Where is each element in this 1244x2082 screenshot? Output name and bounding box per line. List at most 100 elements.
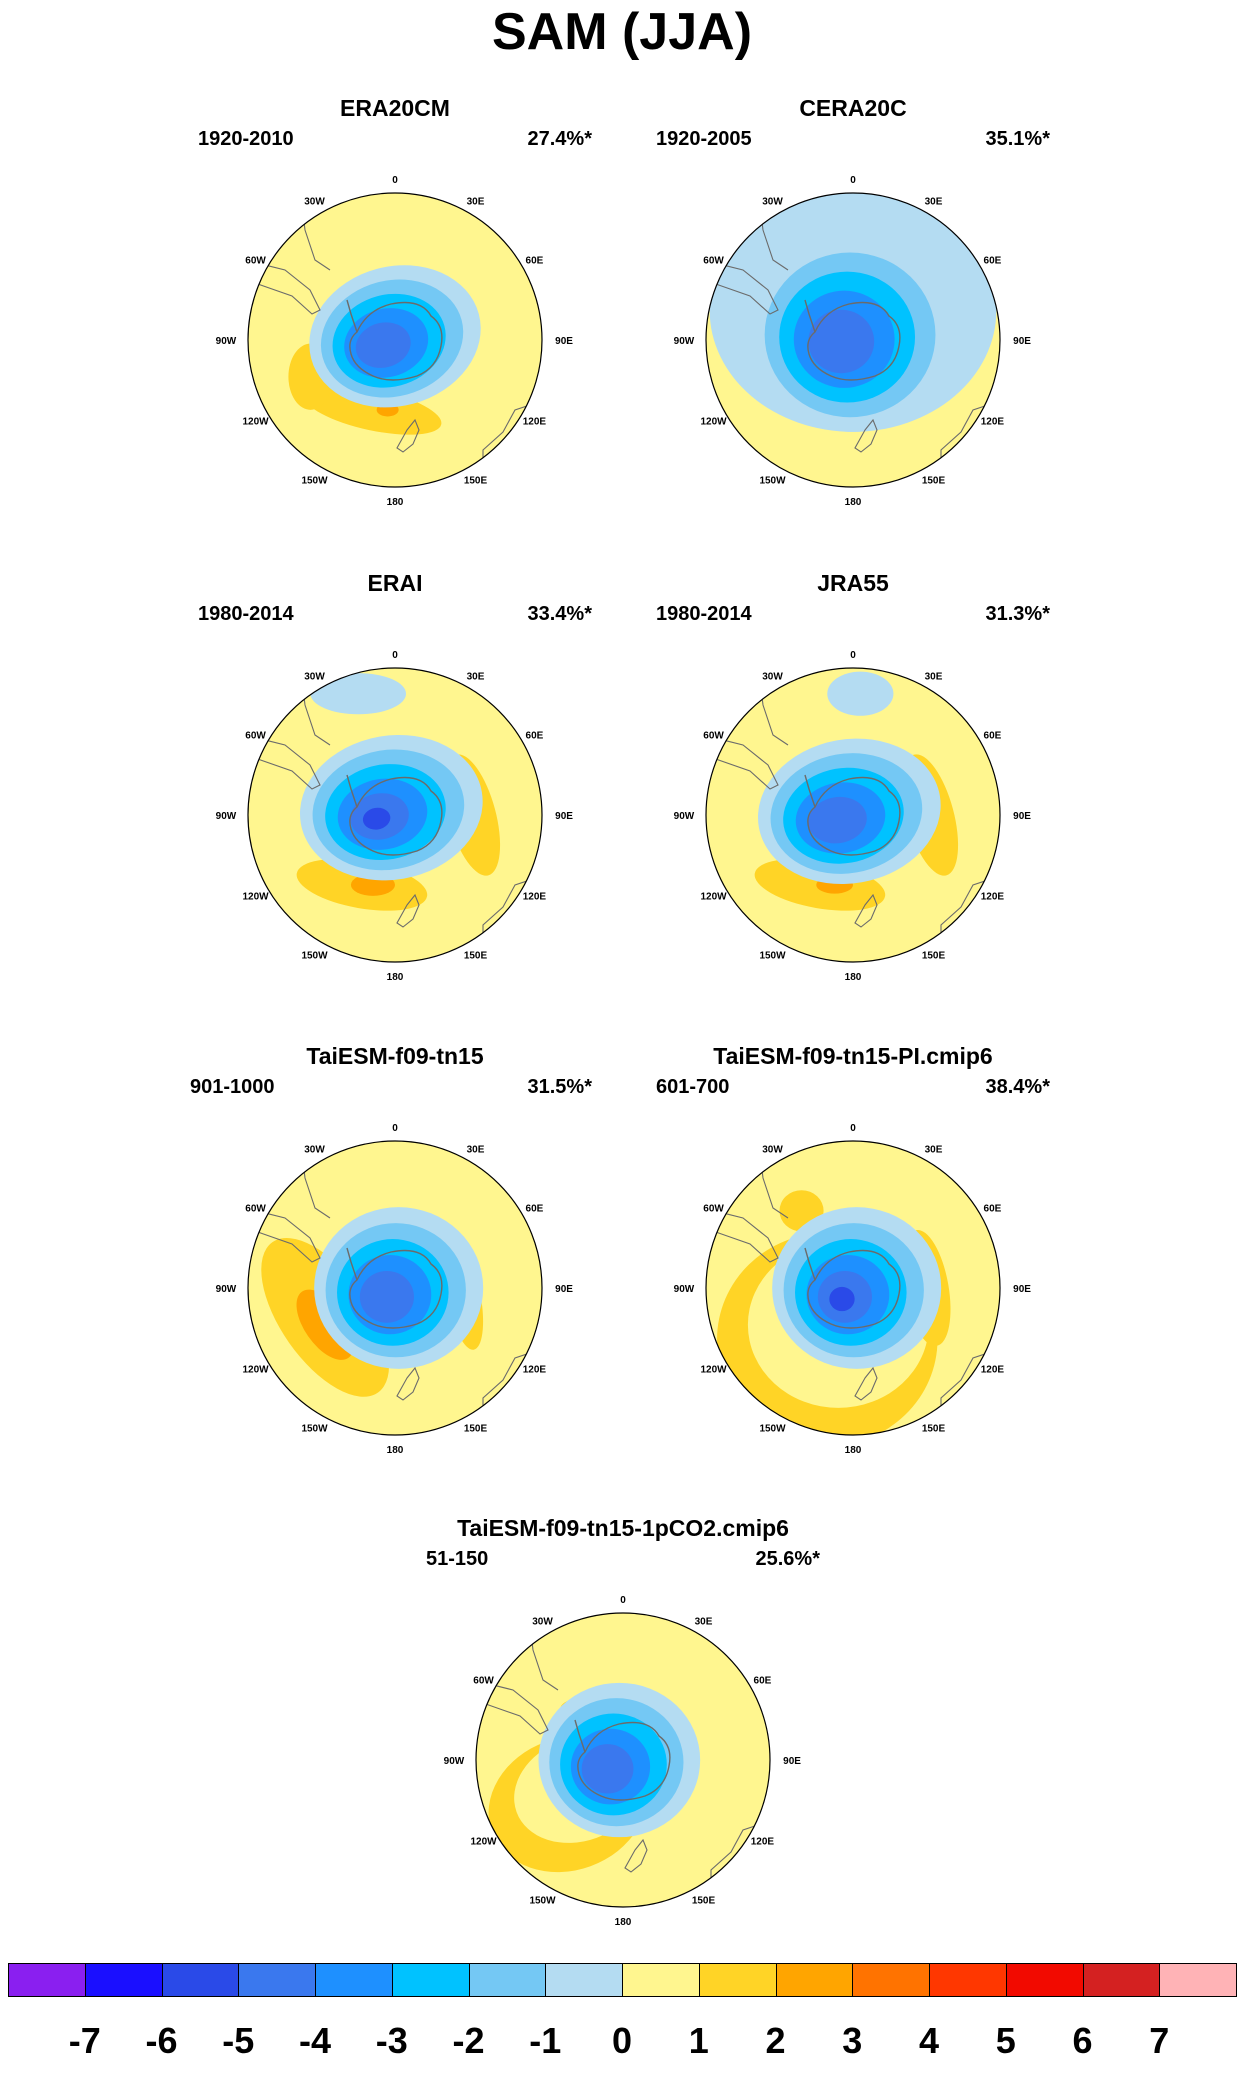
- longitude-label: 90W: [216, 336, 237, 347]
- colorbar-swatch: [775, 1963, 854, 1997]
- panel-title: CERA20C: [799, 95, 907, 121]
- colorbar-swatch: [929, 1963, 1007, 1997]
- longitude-label: 30W: [762, 1145, 783, 1156]
- panel-taiesm: 0 30E 60E 90E 120E 150E 180 150W 120W 90W 60W 30W T…: [160, 1043, 630, 1513]
- colorbar-swatch: [8, 1963, 86, 1997]
- new-zealand-coastline: [396, 418, 420, 453]
- antarctic-peninsula: [804, 1247, 816, 1281]
- antarctic-peninsula: [346, 774, 358, 808]
- longitude-label: 30E: [695, 1617, 713, 1628]
- longitude-label: 150E: [922, 950, 946, 961]
- longitude-label: 120E: [981, 1365, 1005, 1376]
- africa-coastline: [484, 668, 523, 678]
- africa-coastline: [942, 193, 981, 203]
- longitude-label: 60W: [703, 1204, 724, 1215]
- longitude-label: 0: [392, 650, 398, 661]
- longitude-label: 90W: [444, 1756, 465, 1767]
- longitude-label: 90E: [1013, 811, 1031, 822]
- longitude-label: 90E: [555, 1284, 573, 1295]
- colorbar-tick-label: -5: [222, 2020, 255, 2061]
- colorbar-tick-label: -3: [375, 2020, 408, 2061]
- longitude-label: 60E: [984, 1204, 1002, 1215]
- longitude-label: 120E: [523, 1365, 547, 1376]
- negative-anomaly-contour: [581, 1744, 634, 1794]
- longitude-label: 150W: [759, 1423, 786, 1434]
- longitude-label: 30W: [304, 1145, 325, 1156]
- longitude-label: 90E: [1013, 1284, 1031, 1295]
- longitude-label: 120W: [243, 417, 270, 428]
- longitude-label: 180: [387, 1445, 404, 1456]
- antarctic-peninsula: [346, 1247, 358, 1281]
- colorbar-swatch: [1082, 1963, 1161, 1997]
- longitude-label: 150W: [301, 1423, 328, 1434]
- colorbar-swatch: [84, 1963, 163, 1997]
- longitude-label: 120E: [751, 1837, 775, 1848]
- longitude-label: 150E: [464, 950, 488, 961]
- panel-taiesm-pi: 0 30E 60E 90E 120E 150E 180 150W 120W 90W 60W 30W T…: [618, 1043, 1088, 1513]
- longitude-label: 120W: [243, 892, 270, 903]
- colorbar: [8, 1963, 1237, 1999]
- panel-title: TaiESM-f09-tn15-1pCO2.cmip6: [457, 1515, 789, 1541]
- longitude-label: 90W: [216, 1284, 237, 1295]
- colorbar-swatch: [161, 1963, 240, 1997]
- africa-coastline: [484, 193, 523, 203]
- longitude-label: 0: [392, 175, 398, 186]
- colorbar-swatch: [852, 1963, 930, 1997]
- longitude-label: 60W: [703, 731, 724, 742]
- longitude-label: 30E: [925, 1145, 943, 1156]
- panel-jra55: 0 30E 60E 90E 120E 150E 180 150W 120W 90W 60W 30W J…: [618, 570, 1088, 1040]
- panel-percent: 31.3%*: [985, 603, 1051, 625]
- colorbar-swatch: [391, 1963, 470, 1997]
- longitude-label: 30E: [467, 197, 485, 208]
- longitude-label: 30W: [762, 197, 783, 208]
- polar-map: 0 30E 60E 90E 120E 150E 180 150W 120W 90W 60W 30W: [674, 650, 1032, 983]
- longitude-label: 180: [615, 1917, 632, 1928]
- longitude-label: 60W: [245, 256, 266, 267]
- longitude-label: 30W: [532, 1617, 553, 1628]
- panel-period: 1980-2014: [656, 603, 752, 625]
- longitude-label: 120E: [981, 417, 1005, 428]
- longitude-label: 120W: [243, 1365, 270, 1376]
- panel-taiesm-1pco2: 0 30E 60E 90E 120E 150E 180 150W 120W 90W 60W 30W T…: [388, 1515, 858, 1985]
- antarctic-peninsula: [574, 1719, 586, 1753]
- map-border: [247, 667, 543, 963]
- longitude-label: 60W: [703, 256, 724, 267]
- map-border: [705, 667, 1001, 963]
- longitude-label: 120W: [701, 1365, 728, 1376]
- negative-anomaly-contour: [827, 671, 894, 716]
- longitude-label: 30E: [925, 197, 943, 208]
- colorbar-tick-label: -1: [529, 2020, 562, 2061]
- africa-coastline: [942, 1141, 981, 1151]
- longitude-label: 90E: [555, 336, 573, 347]
- longitude-label: 150W: [301, 475, 328, 486]
- longitude-label: 120E: [523, 892, 547, 903]
- panel-period: 1920-2005: [656, 128, 752, 150]
- africa-coastline: [942, 668, 981, 678]
- colorbar-swatch: [315, 1963, 393, 1997]
- panel-title: ERAI: [367, 570, 423, 596]
- polar-map: 0 30E 60E 90E 120E 150E 180 150W 120W 90W 60W 30W: [674, 1123, 1032, 1456]
- colorbar-tick-label: 0: [611, 2020, 633, 2061]
- longitude-label: 120E: [523, 417, 547, 428]
- longitude-label: 30W: [304, 197, 325, 208]
- longitude-label: 120W: [701, 892, 728, 903]
- colorbar-swatch: [698, 1963, 777, 1997]
- longitude-label: 60E: [984, 731, 1002, 742]
- panel-title: ERA20CM: [340, 95, 450, 121]
- polar-map: 0 30E 60E 90E 120E 150E 180 150W 120W 90W 60W 30W: [216, 650, 574, 983]
- colorbar-swatch: [468, 1963, 547, 1997]
- colorbar-tick-label: 7: [1149, 2020, 1170, 2061]
- longitude-label: 30W: [762, 672, 783, 683]
- antarctic-peninsula: [346, 299, 358, 333]
- positive-anomaly-contour: [304, 385, 442, 435]
- polar-map: 0 30E 60E 90E 120E 150E 180 150W 120W 90W 60W 30W: [216, 175, 574, 508]
- negative-anomaly-contour: [355, 322, 411, 368]
- polar-map: 0 30E 60E 90E 120E 150E 180 150W 120W 90W 60W 30W: [444, 1595, 802, 1928]
- map-border: [705, 1140, 1001, 1436]
- africa-coastline: [484, 1141, 523, 1151]
- longitude-label: 150E: [922, 1423, 946, 1434]
- longitude-label: 30E: [467, 1145, 485, 1156]
- longitude-label: 60E: [984, 256, 1002, 267]
- longitude-label: 0: [850, 1123, 856, 1134]
- panel-period: 51-150: [426, 1548, 489, 1570]
